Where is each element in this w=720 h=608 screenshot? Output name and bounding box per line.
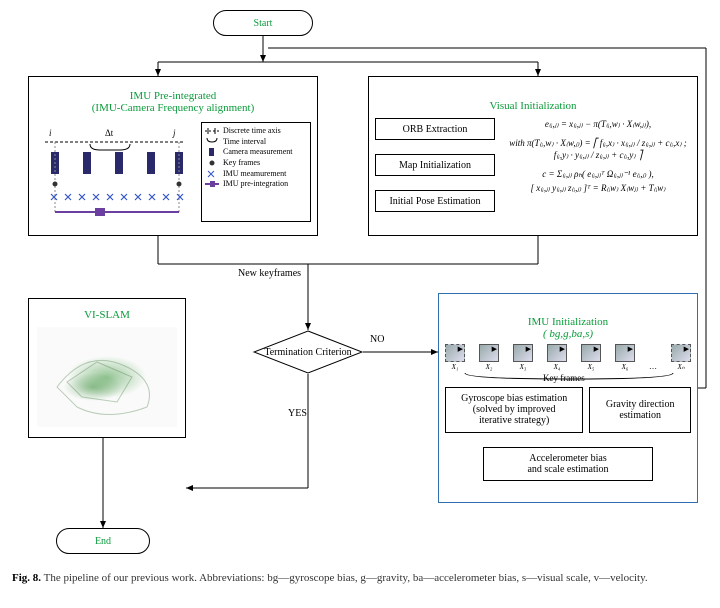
gravity-box: Gravity direction estimation bbox=[589, 387, 691, 433]
imu-init-box: IMU Initialization ( bg,g,ba,s) ▶X₁ ▶X₂ … bbox=[438, 293, 698, 503]
flowchart-canvas: Start IMU Pre-integrated (IMU-Camera Fre… bbox=[8, 8, 712, 568]
timing-legend: Discrete time axis Time interval Camera … bbox=[201, 122, 311, 222]
termination-criterion: Termination Criterion bbox=[253, 330, 363, 374]
accel-bias-box: Accelerometer bias and scale estimation bbox=[483, 447, 653, 481]
vi-slam-box: VI-SLAM bbox=[28, 298, 186, 438]
visual-init-title: Visual Initialization bbox=[375, 100, 691, 112]
imu-init-title: IMU Initialization ( bg,g,ba,s) bbox=[445, 316, 691, 340]
vi-slam-title: VI-SLAM bbox=[84, 309, 130, 321]
initial-pose-estimation: Initial Pose Estimation bbox=[375, 190, 495, 212]
visual-init-math: e₍ᵢ,ⱼ₎ = x₍ᵢ,ⱼ₎ − π(T₍ᵢ,w₎ · X₍w,ⱼ₎), wi… bbox=[505, 118, 691, 212]
dt-label: Δt bbox=[105, 128, 114, 138]
start-label: Start bbox=[254, 18, 273, 29]
start-node: Start bbox=[213, 10, 313, 36]
no-label: NO bbox=[370, 334, 384, 345]
keyframe-row: ▶X₁ ▶X₂ ▶X₃ ▶X₄ ▶X₅ ▶X₆ … ▶Xₙ bbox=[445, 344, 691, 371]
j-label: j bbox=[172, 128, 176, 138]
orb-extraction: ORB Extraction bbox=[375, 118, 495, 140]
new-keyframes-label: New keyframes bbox=[238, 268, 301, 279]
visual-init-steps: ORB Extraction Map Initialization Initia… bbox=[375, 118, 495, 212]
visual-init-box: Visual Initialization ORB Extraction Map… bbox=[368, 76, 698, 236]
figure-caption: Fig. 8. The pipeline of our previous wor… bbox=[8, 572, 712, 584]
imu-preintegrated-box: IMU Pre-integrated (IMU-Camera Frequency… bbox=[28, 76, 318, 236]
imu-pre-title: IMU Pre-integrated (IMU-Camera Frequency… bbox=[35, 90, 311, 114]
i-label: i bbox=[49, 128, 52, 138]
map-initialization: Map Initialization bbox=[375, 154, 495, 176]
end-node: End bbox=[56, 528, 150, 554]
gyro-bias-box: Gyroscope bias estimation (solved by imp… bbox=[445, 387, 583, 433]
end-label: End bbox=[95, 536, 111, 547]
keyframes-label: Key frames bbox=[543, 373, 585, 383]
vi-slam-map-image bbox=[37, 327, 177, 427]
timing-diagram: i Δt j bbox=[35, 122, 195, 222]
yes-label: YES bbox=[288, 408, 307, 419]
